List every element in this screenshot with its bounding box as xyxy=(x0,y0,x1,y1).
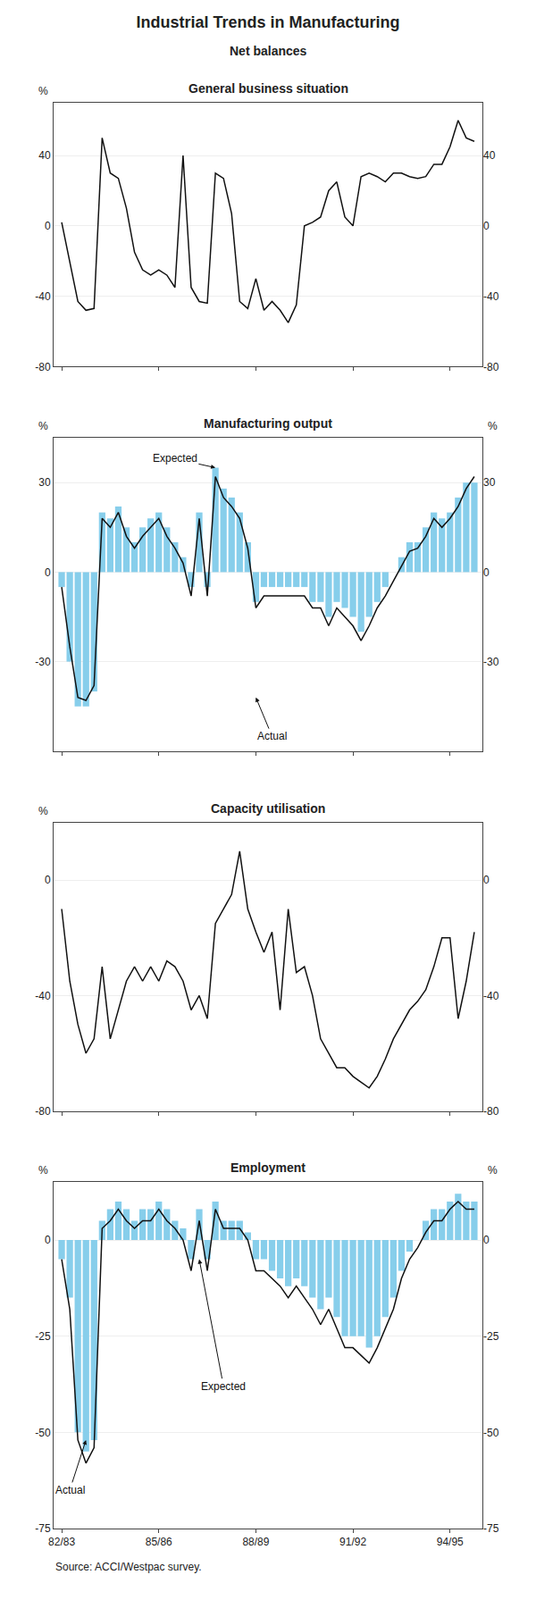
svg-text:0: 0 xyxy=(483,1233,490,1247)
svg-text:%: % xyxy=(487,1164,498,1177)
svg-text:0: 0 xyxy=(44,219,51,233)
svg-text:-75: -75 xyxy=(483,1522,500,1535)
svg-text:-30: -30 xyxy=(34,655,51,669)
svg-text:Source: ACCI/Westpac survey.: Source: ACCI/Westpac survey. xyxy=(55,1560,202,1574)
svg-text:Employment: Employment xyxy=(230,1160,306,1175)
svg-text:-40: -40 xyxy=(34,290,51,303)
svg-text:-25: -25 xyxy=(483,1330,500,1343)
svg-text:%: % xyxy=(38,419,49,433)
svg-text:-80: -80 xyxy=(483,1105,500,1118)
svg-text:-40: -40 xyxy=(483,290,500,303)
svg-text:Capacity utilisation: Capacity utilisation xyxy=(210,801,326,816)
svg-text:91/92: 91/92 xyxy=(339,1535,367,1549)
svg-text:Industrial Trends in Manufactu: Industrial Trends in Manufacturing xyxy=(135,13,400,32)
svg-text:-25: -25 xyxy=(34,1330,51,1343)
svg-text:0: 0 xyxy=(483,566,490,579)
svg-text:0: 0 xyxy=(44,873,51,887)
svg-text:-50: -50 xyxy=(34,1426,51,1440)
svg-text:0: 0 xyxy=(44,566,51,579)
svg-text:82/83: 82/83 xyxy=(48,1535,76,1549)
svg-text:40: 40 xyxy=(483,149,496,162)
svg-text:-80: -80 xyxy=(34,360,51,374)
svg-text:%: % xyxy=(38,1164,49,1177)
svg-text:30: 30 xyxy=(483,476,496,489)
svg-text:Expected: Expected xyxy=(152,452,198,465)
svg-text:Expected: Expected xyxy=(201,1380,246,1393)
svg-text:94/95: 94/95 xyxy=(436,1535,464,1549)
svg-text:0: 0 xyxy=(483,873,490,887)
svg-text:88/89: 88/89 xyxy=(242,1535,269,1549)
svg-text:0: 0 xyxy=(44,1233,51,1247)
svg-text:-30: -30 xyxy=(483,655,500,669)
svg-text:%: % xyxy=(38,804,49,818)
svg-text:Actual: Actual xyxy=(257,729,287,743)
svg-text:-40: -40 xyxy=(483,989,500,1003)
svg-text:Net balances: Net balances xyxy=(229,43,308,59)
svg-text:40: 40 xyxy=(38,149,51,162)
svg-text:-80: -80 xyxy=(34,1105,51,1118)
svg-text:-80: -80 xyxy=(483,360,500,374)
svg-text:%: % xyxy=(38,84,49,98)
svg-text:%: % xyxy=(487,419,498,433)
svg-text:General business situation: General business situation xyxy=(188,81,349,96)
svg-text:Actual: Actual xyxy=(55,1483,85,1497)
svg-text:-50: -50 xyxy=(483,1426,500,1440)
svg-text:Manufacturing output: Manufacturing output xyxy=(203,416,333,431)
svg-text:30: 30 xyxy=(38,476,51,489)
svg-text:-75: -75 xyxy=(34,1522,51,1535)
svg-text:85/86: 85/86 xyxy=(145,1535,173,1549)
svg-text:0: 0 xyxy=(483,219,490,233)
svg-text:-40: -40 xyxy=(34,989,51,1003)
